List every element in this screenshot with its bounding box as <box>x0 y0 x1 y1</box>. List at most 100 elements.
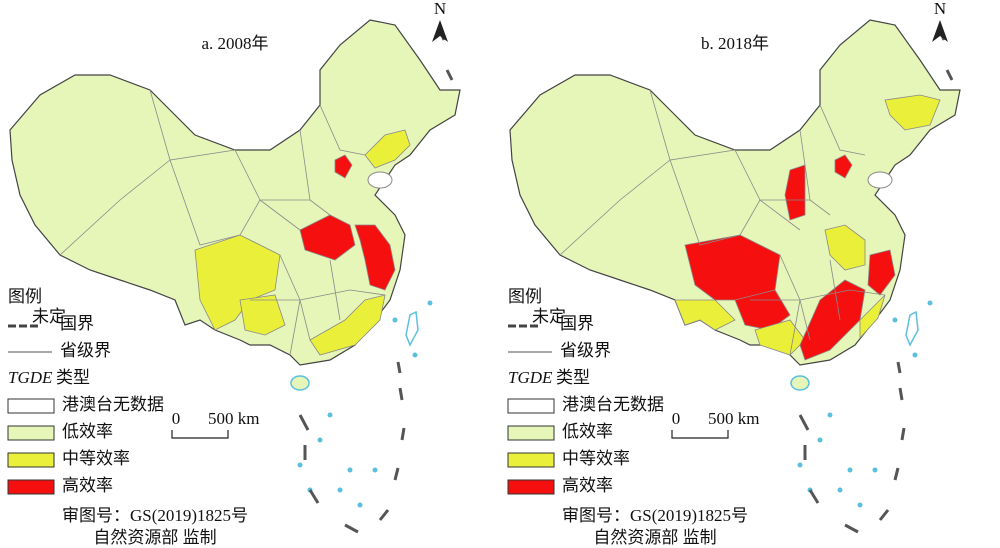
island <box>797 462 803 468</box>
nine-dash <box>798 414 810 431</box>
legend-label: 国界 <box>560 314 594 333</box>
province-border <box>169 159 241 246</box>
taiwan <box>405 310 419 347</box>
approval-number: 审图号：GS(2019)1825号 <box>562 506 748 525</box>
legend-label: 低效率 <box>62 422 113 441</box>
legend-undetermined: 未定 <box>32 307 66 326</box>
province-region <box>354 224 396 291</box>
province-border <box>329 259 341 321</box>
legend-label: 高效率 <box>562 476 613 495</box>
legend-title: 图例 <box>508 287 542 306</box>
province-region <box>334 154 353 179</box>
province-region <box>859 294 886 340</box>
taiwan <box>905 310 919 347</box>
legend-type: 类型 <box>556 368 590 387</box>
legend-label: 中等效率 <box>62 449 130 468</box>
province-border <box>59 159 171 256</box>
province-border <box>559 159 671 256</box>
approval-issuer: 自然资源部 监制 <box>593 528 716 547</box>
nine-dash <box>398 387 404 401</box>
province-border <box>289 299 301 356</box>
island <box>372 467 378 473</box>
legend-label: 低效率 <box>562 422 613 441</box>
legend-swatch <box>7 479 55 495</box>
island <box>317 437 323 443</box>
nine-dash <box>900 427 906 441</box>
scale-zero: 0 <box>672 409 681 428</box>
province-region <box>784 164 806 221</box>
scale-length: 500 km <box>708 409 759 428</box>
legend-label: 国界 <box>60 314 94 333</box>
island <box>847 467 853 473</box>
panel-title: a. 2008年 <box>201 34 268 53</box>
island <box>327 412 333 418</box>
legend-title: 图例 <box>8 287 42 306</box>
province-border <box>250 289 386 301</box>
nine-dash <box>400 427 406 441</box>
nine-dash <box>378 509 390 521</box>
island <box>412 352 418 358</box>
scale-bar <box>671 430 729 439</box>
province-region <box>674 299 736 331</box>
province-region <box>884 94 941 131</box>
island <box>297 462 303 468</box>
nine-dash <box>445 69 454 81</box>
approval-number: 审图号：GS(2019)1825号 <box>62 506 248 525</box>
legend-label: 省级界 <box>60 341 111 360</box>
province-border <box>789 299 801 356</box>
legend-undetermined: 未定 <box>532 307 566 326</box>
province-region <box>867 249 896 296</box>
hainan <box>290 375 310 391</box>
island <box>872 467 878 473</box>
nine-dash <box>893 467 900 481</box>
hainan <box>790 375 810 391</box>
island <box>817 437 823 443</box>
province-region <box>364 129 411 169</box>
legend-label: 港澳台无数据 <box>62 395 164 414</box>
island <box>427 300 433 306</box>
nine-dash <box>945 69 954 81</box>
lake <box>367 171 393 189</box>
nine-dash <box>344 523 359 534</box>
province-border <box>819 104 866 156</box>
legend-swatch <box>507 398 555 414</box>
panel-title: b. 2018年 <box>701 34 769 53</box>
legend-label: 港澳台无数据 <box>562 395 664 414</box>
legend-type: 类型 <box>56 368 90 387</box>
island <box>827 412 833 418</box>
province-region <box>834 154 853 179</box>
province-border <box>259 199 301 231</box>
island <box>347 467 353 473</box>
nine-dash <box>298 414 310 431</box>
island <box>892 317 898 323</box>
province-region <box>239 294 286 336</box>
north-arrow <box>432 20 448 42</box>
country-outline <box>509 19 961 366</box>
island <box>837 487 843 493</box>
nine-dash <box>308 489 320 504</box>
province-region <box>309 294 386 356</box>
province-border <box>750 289 886 301</box>
province-border <box>669 159 741 246</box>
approval-issuer: 自然资源部 监制 <box>93 528 216 547</box>
province-region <box>754 319 806 356</box>
province-border <box>759 199 801 231</box>
island <box>857 502 863 508</box>
legend-label: 中等效率 <box>562 449 630 468</box>
north-arrow <box>932 20 948 42</box>
legend-swatch <box>7 398 55 414</box>
nine-dash <box>844 523 859 534</box>
nine-dash <box>393 467 400 481</box>
legend-label: 省级界 <box>560 341 611 360</box>
north-label: N <box>934 0 946 18</box>
nine-dash <box>896 361 902 374</box>
nine-dash <box>898 387 904 401</box>
scale-length: 500 km <box>208 409 259 428</box>
nine-dash <box>396 361 402 374</box>
island <box>927 300 933 306</box>
nine-dash <box>808 489 820 504</box>
country-outline <box>9 19 461 366</box>
legend-swatch <box>507 479 555 495</box>
